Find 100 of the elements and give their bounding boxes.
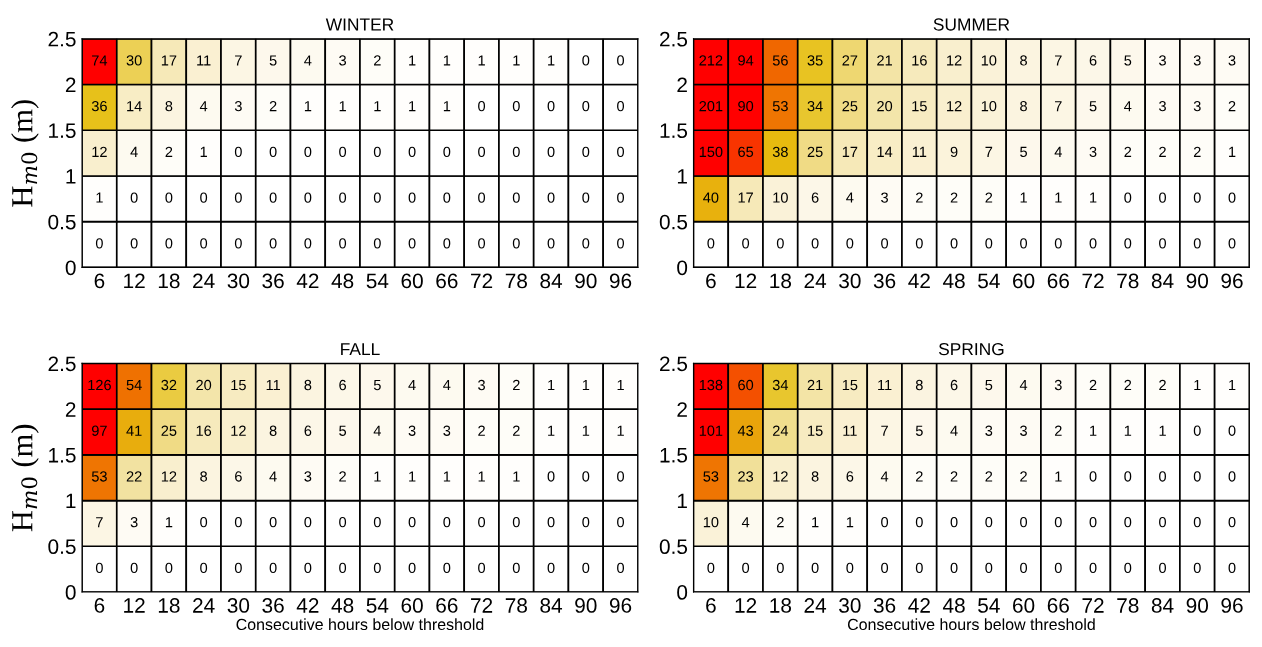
data-label: 1 (478, 471, 485, 482)
y-tick-label: 0.5 (659, 539, 688, 555)
data-label: 2 (512, 425, 520, 436)
data-label: 2 (1124, 379, 1132, 391)
data-label: 0 (1124, 562, 1132, 574)
data-label: 2 (374, 55, 381, 66)
data-label: 0 (234, 517, 242, 528)
x-tick-label: 78 (1117, 598, 1139, 613)
data-label: 0 (512, 146, 520, 158)
data-label: 7 (96, 517, 103, 528)
data-label: 0 (617, 192, 625, 203)
data-label: 3 (1159, 55, 1166, 66)
data-label: 0 (915, 562, 923, 574)
x-tick-label: 24 (193, 273, 215, 289)
data-label: 0 (269, 517, 277, 528)
data-label: 54 (126, 380, 142, 391)
data-label: 32 (161, 379, 177, 391)
data-label: 25 (161, 425, 177, 436)
data-label: 8 (269, 425, 277, 436)
data-label: 0 (339, 192, 347, 203)
y-tick-label: 1.5 (49, 123, 76, 139)
data-label: 16 (912, 55, 927, 66)
data-label: 6 (235, 471, 242, 482)
x-tick-label: 36 (873, 598, 896, 613)
data-label: 1 (812, 517, 819, 528)
x-tick-label: 60 (1013, 598, 1035, 613)
data-label: 0 (1228, 425, 1236, 436)
y-axis-title: H$_{m0}$ (m) (11, 100, 39, 207)
x-tick-label: 72 (1082, 273, 1104, 289)
x-tick-label: 36 (873, 273, 896, 289)
data-label: 11 (878, 380, 892, 391)
data-label: 1 (478, 55, 485, 66)
data-label: 0 (881, 562, 889, 574)
data-label: 6 (846, 471, 854, 482)
data-label: 1 (409, 55, 416, 66)
x-tick-label: 24 (193, 598, 215, 613)
data-label: 27 (842, 55, 858, 66)
data-label: 15 (231, 380, 246, 391)
data-label: 3 (1159, 100, 1166, 112)
data-label: 2 (950, 192, 958, 203)
data-label: 17 (161, 55, 177, 66)
x-tick-label: 90 (1186, 273, 1209, 289)
data-label: 38 (772, 146, 788, 158)
x-tick-label: 42 (908, 598, 930, 613)
data-label: 0 (1124, 192, 1132, 203)
data-label: 2 (1054, 425, 1062, 436)
x-tick-label: 60 (401, 598, 423, 613)
y-tick-label: 0.5 (48, 214, 76, 230)
data-label: 2 (1159, 146, 1166, 157)
data-label: 0 (339, 238, 347, 249)
x-tick-label: 72 (471, 598, 493, 613)
data-label: 10 (703, 517, 719, 528)
data-label: 0 (1089, 471, 1097, 482)
data-label: 20 (877, 100, 893, 112)
data-label: 201 (699, 100, 723, 112)
data-label: 0 (881, 238, 889, 249)
data-label: 56 (772, 55, 788, 66)
data-label: 4 (269, 471, 277, 482)
x-tick-label: 90 (575, 273, 597, 289)
data-label: 0 (1228, 471, 1236, 482)
data-label: 0 (165, 562, 173, 574)
data-label: 0 (478, 192, 486, 203)
data-label: 0 (1228, 238, 1236, 249)
data-label: 0 (1193, 425, 1201, 436)
x-tick-label: 42 (296, 598, 319, 613)
data-label: 20 (196, 379, 212, 391)
x-tick-label: 84 (540, 273, 563, 289)
data-label: 3 (478, 379, 485, 391)
data-label: 22 (126, 471, 142, 482)
data-label: 0 (269, 238, 277, 249)
data-label: 1 (96, 192, 103, 203)
data-label: 6 (811, 192, 819, 203)
data-label: 1 (165, 517, 173, 528)
data-label: 0 (200, 562, 208, 574)
data-label: 40 (703, 192, 719, 203)
y-tick-label: 1.5 (49, 448, 76, 463)
data-label: 1 (374, 471, 381, 482)
data-label: 14 (877, 146, 893, 157)
x-tick-label: 66 (436, 273, 458, 289)
data-label: 4 (880, 471, 889, 482)
data-label: 90 (738, 100, 754, 112)
data-label: 6 (950, 379, 958, 391)
data-label: 2 (950, 471, 958, 482)
data-label: 2 (478, 425, 485, 436)
data-label: 0 (512, 562, 520, 574)
y-tick-label: 0 (677, 585, 688, 600)
data-label: 5 (339, 425, 347, 436)
data-label: 0 (811, 238, 819, 249)
x-tick-label: 78 (1117, 273, 1139, 289)
x-tick-label: 54 (978, 273, 1000, 289)
data-label: 0 (373, 238, 381, 249)
data-label: 4 (950, 425, 958, 436)
y-tick-label: 0.5 (48, 539, 76, 555)
data-label: 1 (374, 101, 381, 112)
data-label: 0 (165, 192, 173, 203)
data-label: 0 (373, 192, 381, 203)
data-label: 43 (737, 425, 754, 436)
data-label: 0 (1159, 192, 1167, 203)
data-label: 0 (1193, 238, 1201, 249)
chart-title: SUMMER (933, 18, 1010, 31)
